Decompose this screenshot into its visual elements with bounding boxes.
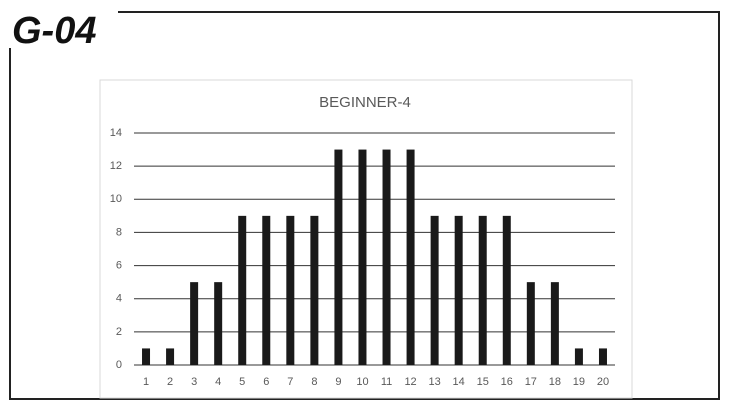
- bar: [382, 149, 391, 365]
- x-tick-label: 17: [525, 376, 537, 388]
- y-tick-label: 0: [116, 359, 122, 371]
- frame: [9, 11, 720, 400]
- x-tick-label: 9: [335, 376, 341, 388]
- bar: [286, 215, 295, 365]
- page-label: G-04: [12, 10, 96, 52]
- bar: [262, 215, 271, 365]
- y-tick-label: 6: [116, 259, 122, 271]
- bar: [214, 282, 223, 365]
- bar: [166, 348, 175, 365]
- bar: [430, 215, 439, 365]
- bar: [574, 348, 583, 365]
- bar: [550, 282, 559, 365]
- bar: [334, 149, 343, 365]
- bar: [190, 282, 199, 365]
- x-tick-label: 2: [167, 376, 173, 388]
- x-tick-label: 3: [191, 376, 197, 388]
- bar: [406, 149, 415, 365]
- x-tick-label: 14: [453, 376, 465, 388]
- x-tick-label: 19: [573, 376, 585, 388]
- bar: [142, 348, 151, 365]
- bar: [238, 215, 247, 365]
- x-tick-label: 6: [263, 376, 269, 388]
- bar: [502, 215, 511, 365]
- x-tick-label: 20: [597, 376, 609, 388]
- y-tick-label: 14: [110, 127, 122, 139]
- bar: [358, 149, 367, 365]
- x-tick-label: 10: [356, 376, 368, 388]
- y-tick-label: 2: [116, 326, 122, 338]
- bar: [310, 215, 319, 365]
- y-tick-label: 4: [116, 293, 122, 305]
- x-tick-label: 8: [311, 376, 317, 388]
- x-tick-label: 11: [381, 376, 392, 388]
- x-tick-label: 18: [549, 376, 561, 388]
- x-tick-label: 4: [215, 376, 221, 388]
- x-tick-label: 7: [287, 376, 293, 388]
- bar: [478, 215, 487, 365]
- x-tick-label: 12: [404, 376, 416, 388]
- x-tick-label: 13: [429, 376, 441, 388]
- x-tick-label: 5: [239, 376, 245, 388]
- label-background: [8, 8, 118, 48]
- chart-title: BEGINNER-4: [319, 94, 411, 111]
- y-tick-label: 10: [110, 193, 122, 205]
- x-tick-label: 1: [143, 376, 149, 388]
- y-tick-label: 8: [116, 226, 122, 238]
- bar: [526, 282, 535, 365]
- y-tick-label: 12: [110, 160, 122, 172]
- x-tick-label: 16: [501, 376, 513, 388]
- bar: [454, 215, 463, 365]
- x-tick-label: 15: [477, 376, 489, 388]
- bar: [598, 348, 607, 365]
